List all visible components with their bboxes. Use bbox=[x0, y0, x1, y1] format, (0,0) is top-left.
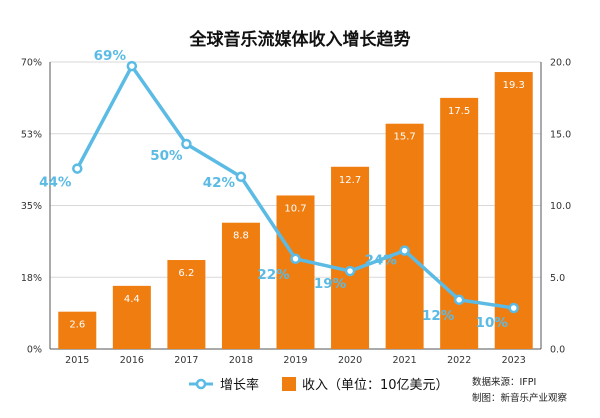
y-right-tick-label: 0.0 bbox=[550, 345, 565, 356]
chart-title: 全球音乐流媒体收入增长趋势 bbox=[189, 29, 411, 50]
source-line-2: 制图：新音乐产业观察 bbox=[472, 392, 568, 404]
revenue-bar bbox=[58, 311, 97, 349]
growth-rate-label: 50% bbox=[150, 148, 183, 164]
growth-rate-point bbox=[235, 171, 247, 183]
growth-rate-label: 19% bbox=[314, 276, 347, 292]
revenue-bar bbox=[276, 195, 315, 349]
source-line-1: 数据来源：IFPI bbox=[472, 376, 536, 388]
growth-rate-point bbox=[508, 302, 519, 314]
growth-rate-label: 69% bbox=[94, 48, 127, 64]
y-left-tick-label: 70% bbox=[21, 58, 42, 69]
legend-label-growth: 增长率 bbox=[220, 377, 259, 393]
legend-label-revenue: 收入（单位：10亿美元） bbox=[302, 378, 449, 393]
x-tick-label: 2015 bbox=[65, 355, 89, 366]
y-right-tick-label: 20.0 bbox=[550, 58, 571, 69]
legend-line-marker bbox=[195, 378, 207, 390]
y-right-tick-label: 5.0 bbox=[550, 273, 565, 284]
legend: 增长率 收入（单位：10亿美元） bbox=[189, 377, 449, 393]
growth-rate-label: 44% bbox=[39, 175, 72, 191]
x-tick-label: 2022 bbox=[447, 355, 471, 366]
y-right-tick-label: 15.0 bbox=[550, 129, 571, 140]
bar-value-label: 8.8 bbox=[233, 231, 249, 242]
y-right-tick-label: 10.0 bbox=[550, 201, 571, 212]
bar-value-label: 10.7 bbox=[284, 203, 306, 214]
x-tick-label: 2018 bbox=[229, 355, 253, 366]
growth-rate-point bbox=[399, 245, 410, 256]
revenue-bar bbox=[331, 166, 370, 349]
growth-rate-label: 24% bbox=[364, 253, 397, 269]
growth-rate-point bbox=[181, 138, 192, 150]
bar-value-label: 2.6 bbox=[69, 320, 85, 331]
y-left-tick-label: 53% bbox=[21, 129, 42, 140]
bar-value-label: 4.4 bbox=[124, 294, 140, 305]
x-tick-label: 2020 bbox=[338, 355, 362, 366]
growth-rate-point bbox=[72, 163, 83, 174]
bar-series: 2.6 4.4 6.2 8.8 10.7 12.7 15.7 17.5 19.3 bbox=[58, 72, 533, 350]
bar-value-label: 15.7 bbox=[393, 132, 415, 143]
growth-rate-point bbox=[290, 253, 301, 265]
line-series: 44% 69% 50% 42% 22% 19% 24% 12% 10% bbox=[39, 48, 519, 331]
growth-rate-label: 42% bbox=[203, 175, 236, 191]
bar-value-label: 6.2 bbox=[178, 268, 194, 279]
x-tick-label: 2019 bbox=[283, 355, 307, 366]
revenue-bar bbox=[167, 260, 206, 349]
legend-bar-swatch bbox=[282, 377, 296, 391]
growth-rate-point bbox=[453, 294, 465, 306]
y-left-tick-label: 0% bbox=[27, 345, 42, 356]
revenue-bar bbox=[112, 285, 151, 349]
bar-value-label: 17.5 bbox=[448, 106, 470, 117]
revenue-bar bbox=[440, 97, 479, 349]
y-left-tick-label: 18% bbox=[21, 273, 42, 284]
source-note: 数据来源：IFPI 制图：新音乐产业观察 bbox=[472, 376, 568, 404]
growth-rate-point bbox=[344, 265, 356, 277]
revenue-bar bbox=[221, 222, 260, 349]
x-tick-label: 2021 bbox=[393, 355, 417, 366]
x-tick-label: 2017 bbox=[174, 355, 198, 366]
x-tick-label: 2016 bbox=[120, 355, 144, 366]
revenue-bar bbox=[385, 123, 424, 349]
bar-value-label: 19.3 bbox=[503, 80, 525, 91]
growth-rate-label: 22% bbox=[257, 267, 290, 283]
growth-rate-label: 10% bbox=[476, 315, 509, 331]
growth-rate-point bbox=[126, 60, 138, 72]
x-tick-label: 2023 bbox=[502, 355, 526, 366]
growth-rate-label: 12% bbox=[422, 308, 455, 324]
bar-value-label: 12.7 bbox=[339, 175, 361, 186]
y-left-tick-label: 35% bbox=[21, 201, 42, 212]
